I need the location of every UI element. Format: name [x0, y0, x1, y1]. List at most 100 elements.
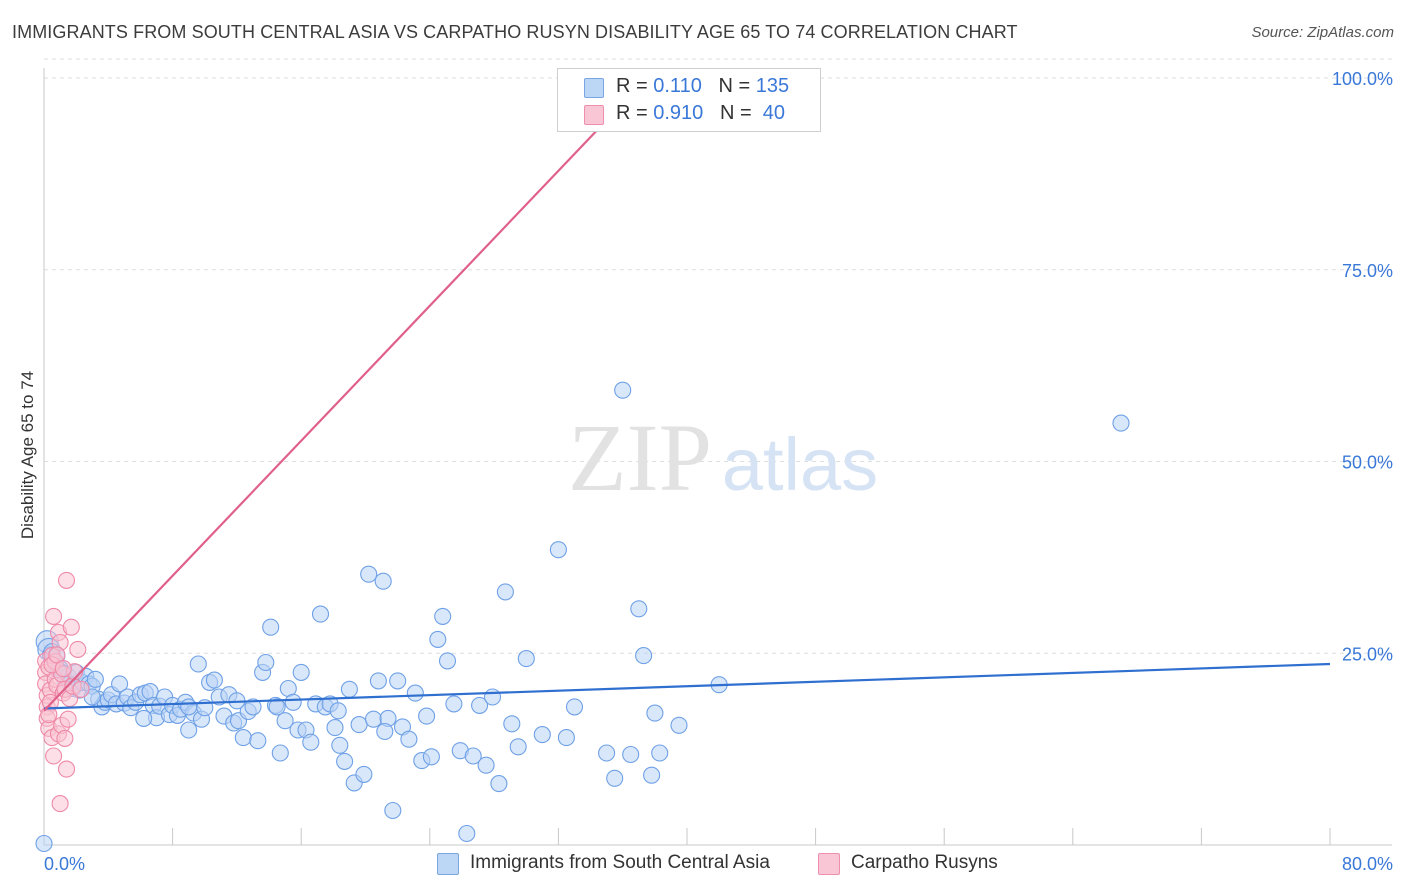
point-s0-55 [234, 729, 252, 747]
point-s0-106 [496, 583, 514, 601]
point-s0-105 [490, 775, 508, 793]
point-s0-84 [369, 672, 387, 690]
point-s0-58 [249, 732, 267, 750]
point-s1-38 [54, 660, 72, 678]
point-s0-110 [533, 726, 551, 744]
point-s0-111 [549, 541, 567, 559]
legend-swatch-rusyn [584, 105, 604, 125]
point-s0-125 [1112, 414, 1130, 432]
point-s0-57 [244, 698, 262, 716]
point-s0-45 [189, 655, 207, 673]
chart-title: IMMIGRANTS FROM SOUTH CENTRAL ASIA VS CA… [12, 22, 1018, 42]
point-s0-93 [418, 707, 436, 725]
point-s0-75 [326, 719, 344, 737]
point-s0-61 [262, 618, 280, 636]
point-s0-132 [329, 702, 347, 720]
point-s0-63 [271, 744, 289, 762]
point-s1-28 [59, 710, 77, 728]
point-s1-13 [45, 747, 63, 765]
point-s0-108 [509, 738, 527, 756]
tick-labels: 25.0% 50.0% 75.0% 100.0% 0.0% 80.0% [44, 69, 1393, 874]
point-s0-70 [302, 733, 320, 751]
point-s0-116 [614, 381, 632, 399]
data-points [35, 69, 1130, 853]
point-s0-101 [464, 747, 482, 765]
point-s1-20 [51, 795, 69, 813]
point-s0-76 [331, 736, 349, 754]
point-s1-34 [72, 680, 90, 698]
point-s0-121 [646, 704, 664, 722]
point-s0-113 [565, 698, 584, 716]
point-s0-83 [364, 710, 383, 728]
point-s1-27 [57, 760, 76, 778]
point-s0-78 [340, 680, 358, 698]
series-label-asia: Immigrants from South Central Asia [470, 852, 770, 873]
watermark-atlas: atlas [722, 423, 878, 506]
point-s0-94 [422, 748, 440, 766]
point-s0-114 [598, 744, 616, 762]
trend-line-0 [43, 662, 1331, 710]
point-s0-107 [503, 715, 521, 733]
correlation-legend: R = 0.110 N = 135 R = 0.910 N = 40 [557, 68, 821, 132]
series-swatch-rusyn [818, 853, 840, 875]
point-s0-87 [384, 801, 402, 820]
point-s0-90 [400, 730, 418, 748]
y-tick-label-0: 25.0% [1342, 644, 1393, 664]
point-s0-123 [670, 716, 688, 734]
point-s0-126 [35, 834, 53, 853]
point-s0-131 [268, 698, 286, 716]
point-s0-109 [517, 650, 535, 668]
point-s0-82 [360, 565, 378, 583]
point-s0-118 [630, 600, 648, 618]
point-s0-72 [311, 605, 330, 623]
point-s1-12 [45, 607, 63, 625]
legend-text-asia: R = 0.110 N = 135 [616, 75, 790, 97]
point-s0-49 [205, 671, 223, 689]
point-s0-80 [350, 716, 368, 734]
point-s0-97 [438, 652, 457, 670]
point-s0-117 [622, 745, 640, 764]
y-tick-label-3: 100.0% [1332, 69, 1393, 89]
y-tick-label-2: 75.0% [1342, 261, 1393, 281]
point-s0-96 [434, 607, 452, 625]
point-s0-26 [111, 675, 129, 693]
point-s0-98 [445, 695, 463, 713]
legend-swatch-asia [584, 78, 604, 98]
point-s0-119 [635, 647, 653, 665]
point-s0-104 [483, 688, 502, 706]
point-s0-43 [180, 721, 198, 739]
trend-lines [43, 77, 1331, 712]
point-s1-26 [57, 571, 76, 589]
x-tick-label-1: 80.0% [1342, 854, 1393, 874]
point-s0-77 [336, 752, 354, 770]
point-s0-122 [651, 744, 669, 762]
point-s1-30 [62, 618, 80, 636]
point-s0-64 [276, 712, 294, 730]
legend-text-rusyn: R = 0.910 N = 40 [616, 102, 786, 124]
point-s0-66 [284, 693, 302, 711]
chart-source: Source: ZipAtlas.com [1251, 24, 1394, 41]
point-s0-103 [477, 756, 495, 774]
point-s1-33 [69, 640, 87, 658]
point-s0-60 [257, 653, 275, 672]
point-s1-25 [56, 729, 74, 747]
watermark-zip: ZIP [568, 404, 712, 511]
point-s0-100 [458, 824, 476, 843]
point-s0-129 [180, 698, 198, 716]
point-s0-85 [374, 572, 392, 590]
point-s0-102 [471, 696, 489, 714]
point-s0-81 [355, 765, 373, 783]
point-s0-115 [606, 769, 624, 787]
point-s1-37 [48, 646, 66, 664]
point-s0-88 [389, 672, 407, 690]
point-s0-133 [376, 722, 394, 741]
point-s0-128 [135, 709, 153, 727]
grid-lines [44, 58, 1392, 654]
point-s0-120 [643, 766, 661, 784]
point-s0-68 [292, 663, 310, 681]
x-tick-label-0: 0.0% [44, 854, 85, 874]
point-s0-91 [406, 684, 424, 702]
point-s0-112 [557, 729, 575, 747]
series-label-rusyn: Carpatho Rusyns [851, 852, 998, 873]
